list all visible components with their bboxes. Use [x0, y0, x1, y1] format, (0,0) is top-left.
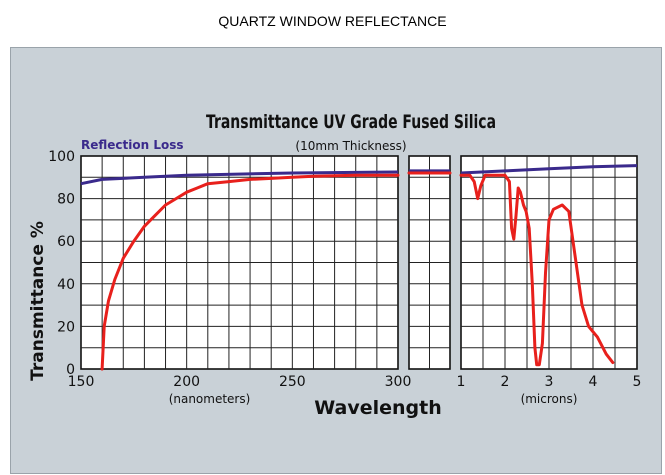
x-tick-label: 250: [279, 374, 306, 390]
x-tick-label: 4: [589, 374, 598, 390]
x-tick-label: 1: [457, 374, 466, 390]
x-axis-label: Wavelength: [314, 397, 442, 419]
chart-subtitle: (10mm Thickness): [295, 139, 406, 153]
y-tick-label: 80: [57, 192, 75, 208]
page-title: QUARTZ WINDOW REFLECTANCE: [218, 13, 447, 29]
y-tick-label: 100: [48, 149, 75, 165]
x-unit-label: (nanometers): [169, 392, 251, 406]
y-tick-label: 40: [57, 277, 75, 293]
y-axis-label: Transmittance %: [28, 221, 48, 381]
y-tick-label: 0: [66, 362, 75, 378]
y-tick-label: 20: [57, 319, 75, 335]
chart-panel: Transmittance UV Grade Fused Silica (10m…: [10, 47, 662, 474]
legend-reflection-loss: Reflection Loss: [81, 138, 184, 152]
x-tick-label: 3: [545, 374, 554, 390]
transmittance-line: [459, 173, 615, 367]
chart-title: Transmittance UV Grade Fused Silica: [206, 111, 496, 133]
reflection-loss-line: [80, 170, 399, 186]
transmittance-line: [100, 173, 400, 371]
x-tick-label: 2: [501, 374, 510, 390]
transmittance-chart: Transmittance UV Grade Fused Silica (10m…: [28, 111, 642, 419]
reflection-loss-line: [460, 164, 638, 175]
x-tick-label: 300: [385, 374, 412, 390]
x-tick-label: 200: [173, 374, 200, 390]
x-tick-label: 150: [68, 374, 95, 390]
x-tick-label: 5: [633, 374, 642, 390]
x-unit-label: (microns): [521, 392, 578, 406]
y-tick-label: 60: [57, 234, 75, 250]
